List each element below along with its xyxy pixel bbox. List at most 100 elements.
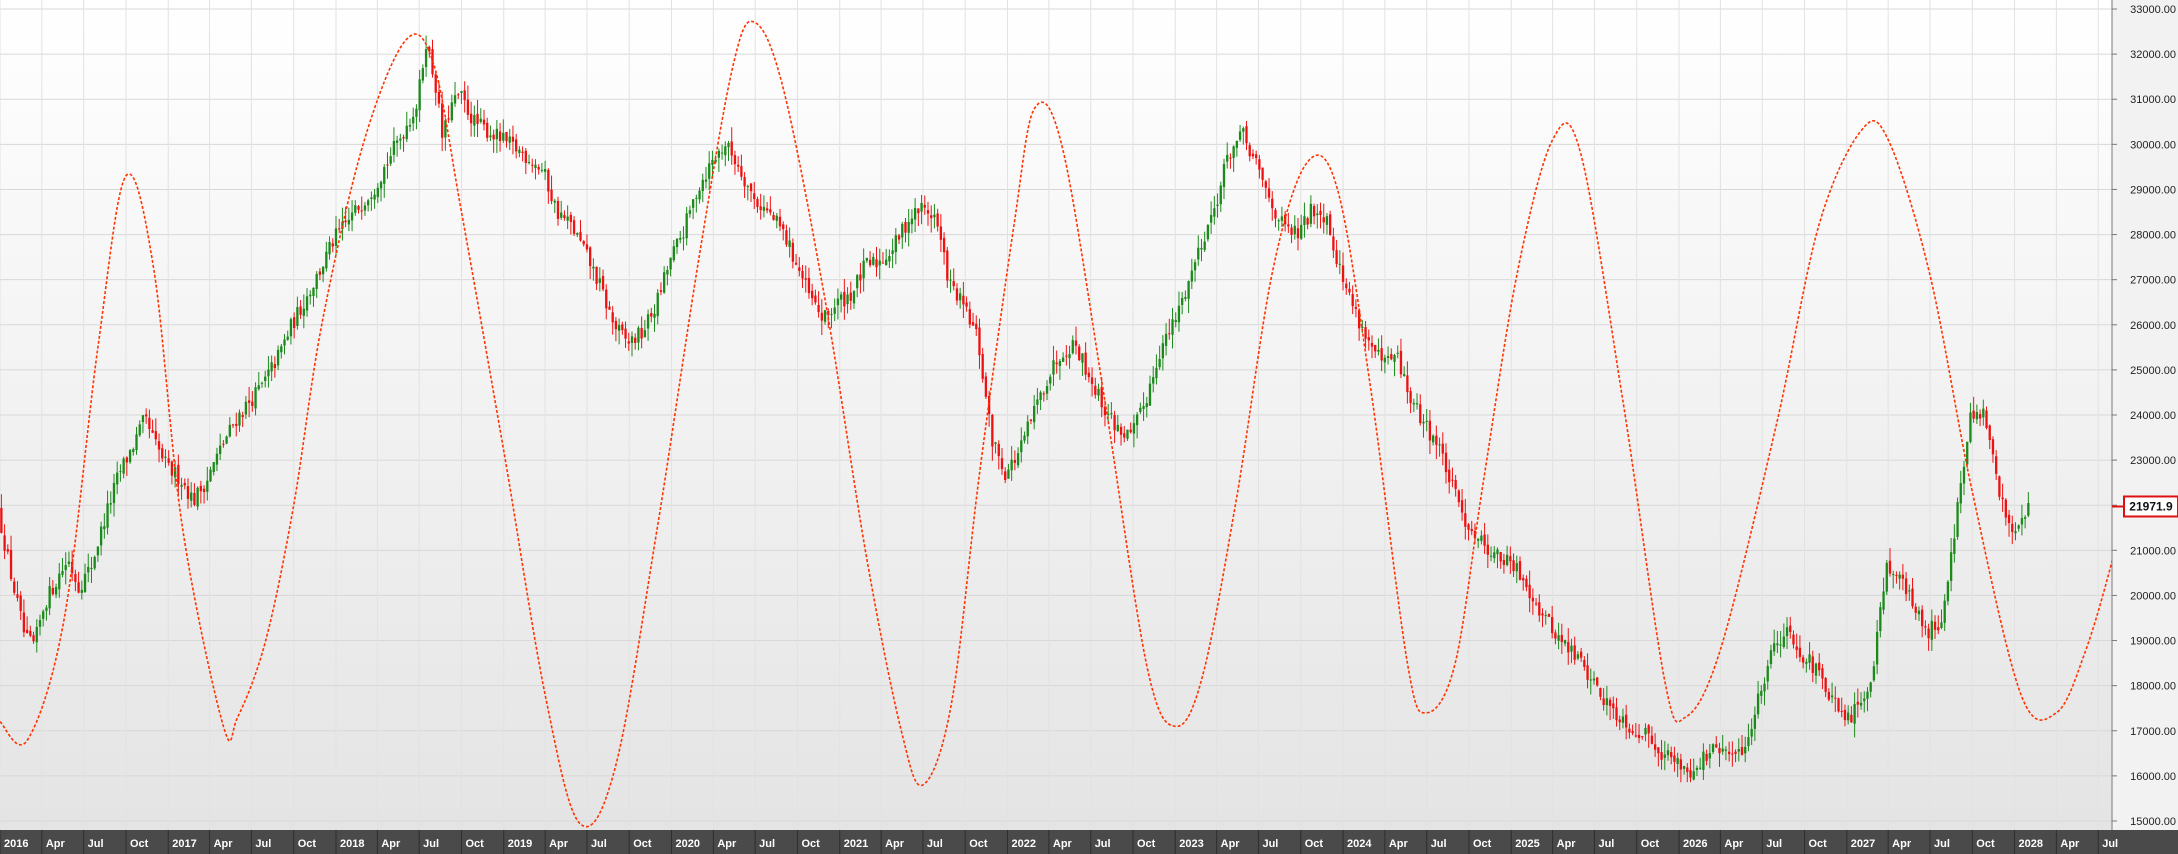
candle-down — [6, 549, 9, 552]
candle-down — [1258, 159, 1261, 170]
candle-up — [87, 566, 90, 573]
candle-up — [1959, 483, 1962, 504]
candle-up — [225, 436, 228, 444]
candle-up — [67, 561, 71, 564]
candle-up — [376, 187, 379, 198]
time-tick-label: Apr — [1389, 838, 1409, 850]
candle-down — [1634, 735, 1637, 737]
candle-down — [1435, 435, 1438, 445]
candle-up — [1847, 712, 1850, 721]
candle-down — [77, 582, 80, 593]
candle-up — [1209, 215, 1213, 223]
candle-down — [1811, 656, 1814, 673]
candle-up — [267, 369, 270, 377]
candle-up — [1303, 216, 1306, 225]
time-tick-label: 2022 — [1012, 838, 1036, 850]
candle-down — [1029, 419, 1033, 421]
candle-down — [640, 327, 643, 339]
candle-down — [1094, 385, 1097, 395]
price-tick-label: 20000.00 — [2130, 590, 2176, 602]
candle-up — [379, 181, 383, 189]
candle-up — [1197, 247, 1200, 260]
candle-down — [733, 155, 737, 165]
candle-up — [846, 294, 849, 305]
candle-down — [193, 493, 196, 505]
candle-up — [1135, 414, 1139, 426]
candle-down — [952, 281, 955, 287]
candle-down — [1255, 154, 1258, 159]
candle-down — [1718, 747, 1721, 754]
candle-down — [917, 208, 920, 214]
candle-down — [1251, 153, 1255, 157]
time-tick-label: Apr — [2060, 838, 2080, 850]
candle-up — [1049, 376, 1052, 384]
candle-up — [1142, 406, 1145, 409]
candle-up — [727, 142, 730, 148]
candle-up — [553, 200, 556, 203]
candle-down — [273, 364, 277, 369]
candle-up — [119, 470, 122, 472]
candle-down — [1357, 309, 1361, 329]
time-axis[interactable]: 2016 Apr Jul Oct 2017 Apr Jul Oct 2018 Apr Jul Oct 2… — [0, 830, 2178, 854]
candle-up — [325, 251, 328, 269]
candle-up — [1325, 216, 1329, 225]
candle-down — [1821, 668, 1824, 679]
candle-down — [1380, 348, 1383, 361]
candle-up — [399, 138, 402, 141]
candle-down — [1306, 218, 1309, 225]
candle-up — [1242, 128, 1245, 132]
candle-down — [1370, 342, 1374, 347]
candle-down — [1525, 578, 1528, 588]
candle-down — [1933, 621, 1937, 630]
candle-down — [1428, 420, 1432, 441]
candle-up — [560, 212, 563, 218]
candle-down — [1451, 479, 1454, 481]
candle-up — [395, 140, 399, 143]
candle-up — [1853, 704, 1856, 724]
candle-up — [1071, 340, 1074, 354]
candle-up — [1544, 615, 1547, 617]
candle-up — [1152, 377, 1155, 384]
price-axis[interactable]: 15000.00 16000.00 17000.00 18000.00 19000.00… — [2111, 0, 2178, 854]
candle-up — [206, 480, 209, 492]
candle-down — [1579, 651, 1583, 658]
candle-up — [116, 472, 119, 485]
candle-down — [1798, 647, 1802, 658]
candle-up — [1814, 663, 1818, 676]
candle-down — [177, 464, 180, 485]
candle-up — [663, 272, 666, 293]
candle-up — [717, 150, 721, 158]
candle-up — [708, 163, 711, 179]
candle-up — [1769, 650, 1773, 665]
candle-down — [1364, 327, 1367, 339]
price-tick-label: 29000.00 — [2130, 184, 2176, 196]
candle-up — [1081, 353, 1084, 363]
candle-down — [608, 306, 611, 310]
candle-up — [1431, 435, 1435, 443]
candle-down — [1637, 734, 1641, 739]
candle-up — [1280, 216, 1284, 221]
candle-down — [804, 278, 807, 280]
time-tick-label: Apr — [1053, 838, 1073, 850]
candle-down — [572, 220, 576, 234]
candle-up — [228, 424, 231, 437]
candle-up — [1892, 574, 1895, 576]
candle-up — [1164, 333, 1168, 346]
time-tick-labels: 2016 Apr Jul Oct 2017 Apr Jul Oct 2018 Apr Jul Oct 2… — [0, 830, 2118, 854]
candle-up — [1711, 744, 1715, 753]
candle-up — [1605, 698, 1609, 706]
candle-down — [3, 535, 6, 551]
candle-down — [1409, 391, 1412, 404]
candle-up — [383, 167, 386, 184]
candle-down — [293, 317, 296, 329]
candle-up — [1869, 682, 1872, 692]
candle-up — [1158, 358, 1161, 368]
candle-up — [1962, 466, 1966, 484]
candle-up — [724, 146, 727, 156]
candle-up — [1760, 690, 1763, 696]
candle-up — [566, 216, 569, 221]
candle-down — [820, 312, 823, 321]
candle-down — [247, 400, 251, 403]
